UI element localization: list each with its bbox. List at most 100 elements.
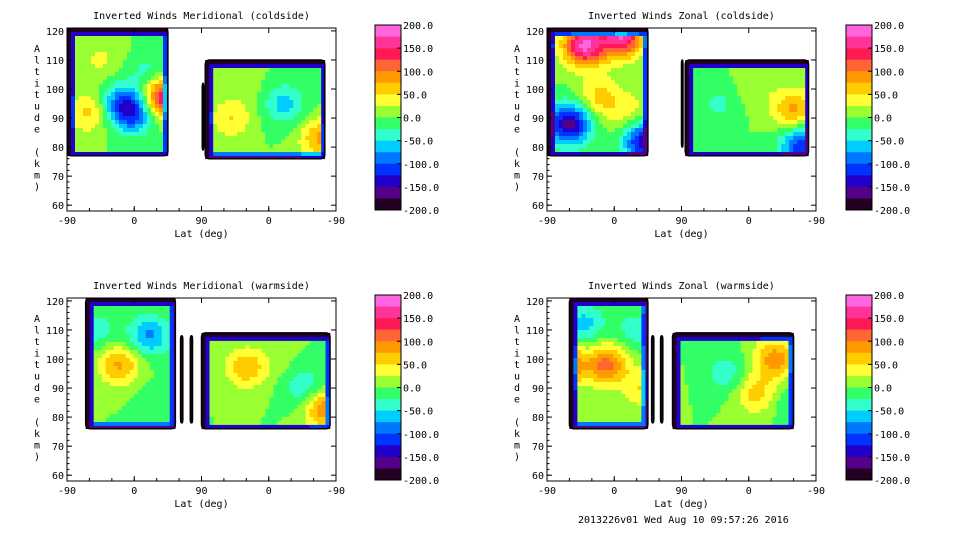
y-tick-label: 60 <box>532 201 544 212</box>
footer-stamp: 2013226v01 Wed Aug 10 09:57:26 2016 <box>578 515 789 526</box>
colorbar: 200.0 150.0 100.0 50.0 0.0 -50.0 -100.0 -150.0 -… <box>374 21 439 217</box>
x-tick-label: -90 <box>327 486 345 497</box>
colorbar-swatch <box>846 175 872 188</box>
colorbar-swatch <box>375 198 401 211</box>
colorbar-tick-label: -50.0 <box>874 137 904 148</box>
colorbar: 200.0 150.0 100.0 50.0 0.0 -50.0 -100.0 -150.0 -… <box>845 21 910 217</box>
x-tick-label: 0 <box>611 216 617 227</box>
y-tick-label: 110 <box>46 56 64 67</box>
colorbar-swatch <box>846 71 872 84</box>
x-tick-label: 0 <box>131 216 137 227</box>
colorbar-swatch <box>846 456 872 469</box>
chart-panel-2: Inverted Winds Zonal (coldside) -90 0 90 0 -9… <box>514 11 910 240</box>
colorbar-swatch <box>375 94 401 107</box>
y-tick-label: 90 <box>52 384 64 395</box>
colorbar-swatch <box>846 36 872 49</box>
colorbar-swatch <box>375 433 401 446</box>
colorbar-swatch <box>846 399 872 411</box>
y-tick-label: 100 <box>46 355 64 366</box>
colorbar: 200.0 150.0 100.0 50.0 0.0 -50.0 -100.0 -150.0 -… <box>374 291 439 487</box>
contour-field <box>67 28 326 160</box>
colorbar-swatch <box>846 25 872 37</box>
colorbar-tick-label: -200.0 <box>874 476 910 487</box>
colorbar-swatch <box>375 295 401 307</box>
chart-title: Inverted Winds Zonal (warmside) <box>588 281 775 292</box>
colorbar-swatch <box>375 306 401 319</box>
colorbar-tick-label: 100.0 <box>403 337 433 348</box>
colorbar-tick-label: 100.0 <box>403 67 433 78</box>
colorbar-swatch <box>846 186 872 199</box>
colorbar-swatch <box>846 82 872 95</box>
colorbar-swatch <box>375 329 401 342</box>
y-tick-label: 80 <box>52 413 64 424</box>
colorbar-swatch <box>846 152 872 165</box>
y-tick-label: 70 <box>52 172 64 183</box>
colorbar-swatch <box>846 318 872 330</box>
y-tick-label: 80 <box>532 413 544 424</box>
colorbar-swatch <box>846 105 872 118</box>
y-tick-label: 100 <box>526 85 544 96</box>
x-tick-label: 0 <box>746 216 752 227</box>
colorbar-swatch <box>375 422 401 435</box>
colorbar-tick-label: 150.0 <box>403 44 433 55</box>
y-tick-label: 80 <box>532 143 544 154</box>
colorbar-swatch <box>846 375 872 388</box>
colorbar-swatch <box>375 59 401 72</box>
y-tick-label: 90 <box>532 384 544 395</box>
x-axis-label: Lat (deg) <box>174 499 228 510</box>
colorbar-swatch <box>846 117 872 130</box>
colorbar-swatch <box>375 140 401 153</box>
chart-panel-1: Inverted Winds Meridional (coldside) -90 0… <box>34 11 439 240</box>
colorbar-swatch <box>375 175 401 188</box>
colorbar-swatch <box>375 71 401 84</box>
x-tick-label: -90 <box>538 216 556 227</box>
chart-title: Inverted Winds Meridional (warmside) <box>93 281 310 292</box>
colorbar-swatch <box>846 341 872 354</box>
colorbar-tick-label: 0.0 <box>403 114 421 125</box>
x-tick-label: 0 <box>611 486 617 497</box>
colorbar-swatch <box>846 364 872 377</box>
colorbar-tick-label: -200.0 <box>403 476 439 487</box>
colorbar-swatch <box>846 129 872 141</box>
x-tick-label: 90 <box>195 486 207 497</box>
x-tick-label: -90 <box>58 486 76 497</box>
y-tick-label: 100 <box>526 355 544 366</box>
colorbar-tick-label: 150.0 <box>874 314 904 325</box>
colorbar-tick-label: 0.0 <box>874 114 892 125</box>
colorbar-tick-label: -150.0 <box>403 453 439 464</box>
chart-title: Inverted Winds Meridional (coldside) <box>93 11 310 22</box>
y-tick-label: 120 <box>46 27 64 38</box>
x-tick-label: 0 <box>746 486 752 497</box>
y-tick-label: 90 <box>52 114 64 125</box>
colorbar-tick-label: 200.0 <box>874 21 904 32</box>
colorbar-swatch <box>846 352 872 365</box>
colorbar-swatch <box>375 456 401 469</box>
x-tick-label: -90 <box>327 216 345 227</box>
y-tick-label: 120 <box>526 297 544 308</box>
y-tick-label: 70 <box>52 442 64 453</box>
x-tick-label: -90 <box>58 216 76 227</box>
colorbar-swatch <box>375 163 401 176</box>
y-tick-label: 110 <box>526 56 544 67</box>
colorbar-swatch <box>375 186 401 199</box>
colorbar-tick-label: -200.0 <box>403 206 439 217</box>
colorbar-swatch <box>375 36 401 49</box>
colorbar-tick-label: 0.0 <box>403 384 421 395</box>
colorbar-tick-label: -100.0 <box>403 430 439 441</box>
colorbar-tick-label: -100.0 <box>874 160 910 171</box>
colorbar-swatch <box>375 117 401 130</box>
colorbar-tick-label: 200.0 <box>403 21 433 32</box>
colorbar-swatch <box>846 306 872 319</box>
y-tick-label: 60 <box>52 201 64 212</box>
y-tick-label: 110 <box>526 326 544 337</box>
colorbar-tick-label: 0.0 <box>874 384 892 395</box>
colorbar-tick-label: 50.0 <box>403 360 427 371</box>
colorbar-swatch <box>846 48 872 60</box>
x-tick-label: -90 <box>538 486 556 497</box>
colorbar-swatch <box>375 364 401 377</box>
y-tick-label: 60 <box>52 471 64 482</box>
